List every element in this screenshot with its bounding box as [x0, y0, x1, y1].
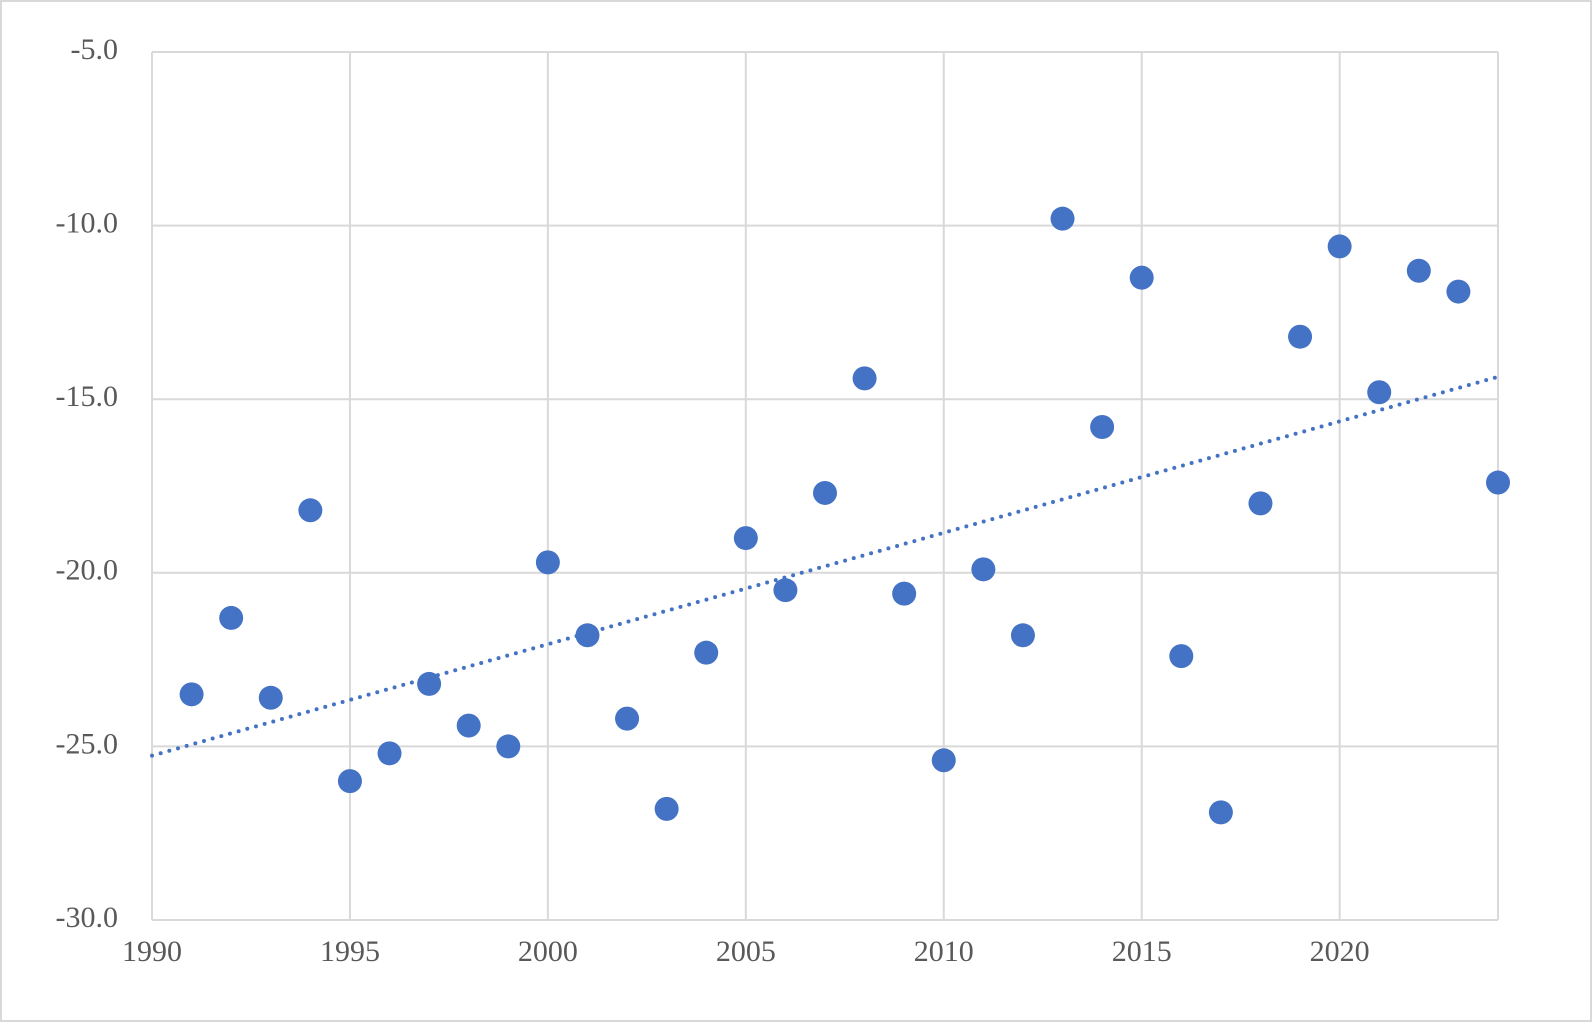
point: [1367, 380, 1392, 405]
point: [377, 741, 402, 766]
point: [654, 796, 679, 821]
trendline: [150, 374, 1500, 758]
y-tick-label: -5.0: [71, 33, 119, 66]
point: [179, 682, 204, 707]
point: [694, 640, 719, 665]
y-tick-label: -30.0: [56, 901, 119, 934]
point: [575, 623, 600, 648]
point: [1446, 279, 1471, 304]
point: [1288, 324, 1313, 349]
y-tick-label: -20.0: [56, 554, 119, 587]
point: [219, 605, 244, 630]
point: [1248, 491, 1273, 516]
point: [733, 526, 758, 551]
point: [337, 769, 362, 794]
point: [931, 748, 956, 773]
point: [258, 685, 283, 710]
point: [417, 671, 442, 696]
point: [456, 713, 481, 738]
y-tick-label: -10.0: [56, 206, 119, 239]
x-tick-label: 1990: [122, 935, 182, 968]
point: [1090, 414, 1115, 439]
y-tick-label: -15.0: [56, 380, 119, 413]
point: [1406, 258, 1431, 283]
y-tick-label: -25.0: [56, 727, 119, 760]
x-tick-label: 2000: [518, 935, 578, 968]
point: [298, 498, 323, 523]
x-tick-label: 2005: [716, 935, 776, 968]
point: [1486, 470, 1510, 495]
point: [1129, 265, 1154, 290]
point: [892, 581, 917, 606]
point: [535, 550, 560, 575]
point: [1327, 234, 1352, 259]
x-tick-label: 2010: [914, 935, 974, 968]
point: [496, 734, 521, 759]
point: [615, 706, 640, 731]
point: [852, 366, 877, 391]
point: [1208, 800, 1233, 825]
x-tick-label: 2020: [1310, 935, 1370, 968]
point: [773, 578, 798, 603]
point: [1010, 623, 1035, 648]
point: [1050, 206, 1075, 231]
point: [1169, 644, 1194, 669]
x-tick-label: 1995: [320, 935, 380, 968]
point: [813, 480, 837, 505]
point: [971, 557, 996, 582]
x-tick-label: 2015: [1112, 935, 1172, 968]
